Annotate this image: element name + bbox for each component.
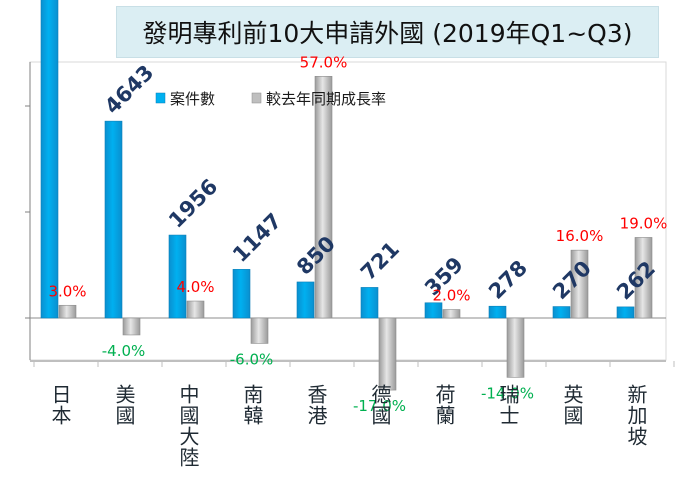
bar-count-4 — [296, 281, 315, 319]
category-label-8: 英國 — [560, 384, 584, 426]
bar-growth-5 — [378, 317, 397, 391]
growth-data-label-0: 3.0% — [48, 282, 86, 300]
bar-growth-8 — [570, 249, 589, 319]
count-data-label-8: 270 — [548, 256, 596, 304]
growth-data-label-9: 19.0% — [620, 214, 668, 232]
bar-growth-0 — [58, 304, 77, 319]
count-data-label-9: 262 — [612, 256, 660, 304]
category-label-0: 日本 — [48, 384, 72, 426]
bar-count-1 — [104, 120, 123, 319]
category-label-7: 瑞士 — [496, 384, 520, 426]
legend-label-count: 案件數 — [170, 90, 215, 108]
growth-data-label-7: -14.0% — [481, 384, 534, 402]
growth-data-label-2: 4.0% — [176, 278, 214, 296]
bar-count-0 — [40, 0, 59, 319]
growth-data-label-8: 16.0% — [556, 227, 604, 245]
bar-growth-3 — [250, 317, 269, 344]
legend-label-growth: 較去年同期成長率 — [266, 90, 386, 108]
growth-data-label-3: -6.0% — [230, 350, 274, 368]
count-data-label-4: 850 — [292, 232, 340, 280]
bar-growth-2 — [186, 300, 205, 319]
category-label-9: 新加坡 — [624, 384, 648, 447]
bar-growth-1 — [122, 317, 141, 336]
bar-growth-6 — [442, 309, 461, 319]
bar-growth-7 — [506, 317, 525, 378]
growth-data-label-1: -4.0% — [102, 342, 146, 360]
legend-swatch-count — [155, 92, 166, 104]
bar-growth-9 — [634, 237, 653, 319]
count-data-label-3: 1147 — [228, 209, 286, 267]
category-label-3: 南韓 — [240, 384, 264, 426]
bar-count-2 — [168, 234, 187, 319]
growth-data-label-4: 57.0% — [300, 53, 348, 71]
category-label-5: 德國 — [368, 384, 392, 426]
growth-data-label-5: -17.0% — [353, 397, 406, 415]
bar-count-3 — [232, 269, 251, 319]
legend-swatch-growth — [251, 92, 262, 104]
category-label-6: 荷蘭 — [432, 384, 456, 426]
bar-count-6 — [424, 302, 443, 319]
chart-title-box: 發明專利前10大申請外國 (2019年Q1~Q3) — [116, 6, 659, 58]
bar-count-7 — [488, 305, 507, 319]
count-data-label-7: 278 — [484, 256, 532, 304]
bar-count-9 — [616, 306, 635, 319]
chart-title: 發明專利前10大申請外國 (2019年Q1~Q3) — [142, 19, 633, 48]
category-label-1: 美國 — [112, 384, 136, 426]
count-data-label-1: 4643 — [100, 60, 158, 118]
category-label-2: 中國大陸 — [176, 384, 200, 468]
count-data-label-2: 1956 — [164, 174, 222, 232]
bar-count-8 — [552, 306, 571, 319]
growth-data-label-6: 2.0% — [432, 287, 470, 305]
bar-count-5 — [360, 287, 379, 319]
bar-growth-4 — [314, 76, 333, 319]
category-label-4: 香港 — [304, 384, 328, 426]
count-data-label-5: 721 — [356, 237, 404, 285]
